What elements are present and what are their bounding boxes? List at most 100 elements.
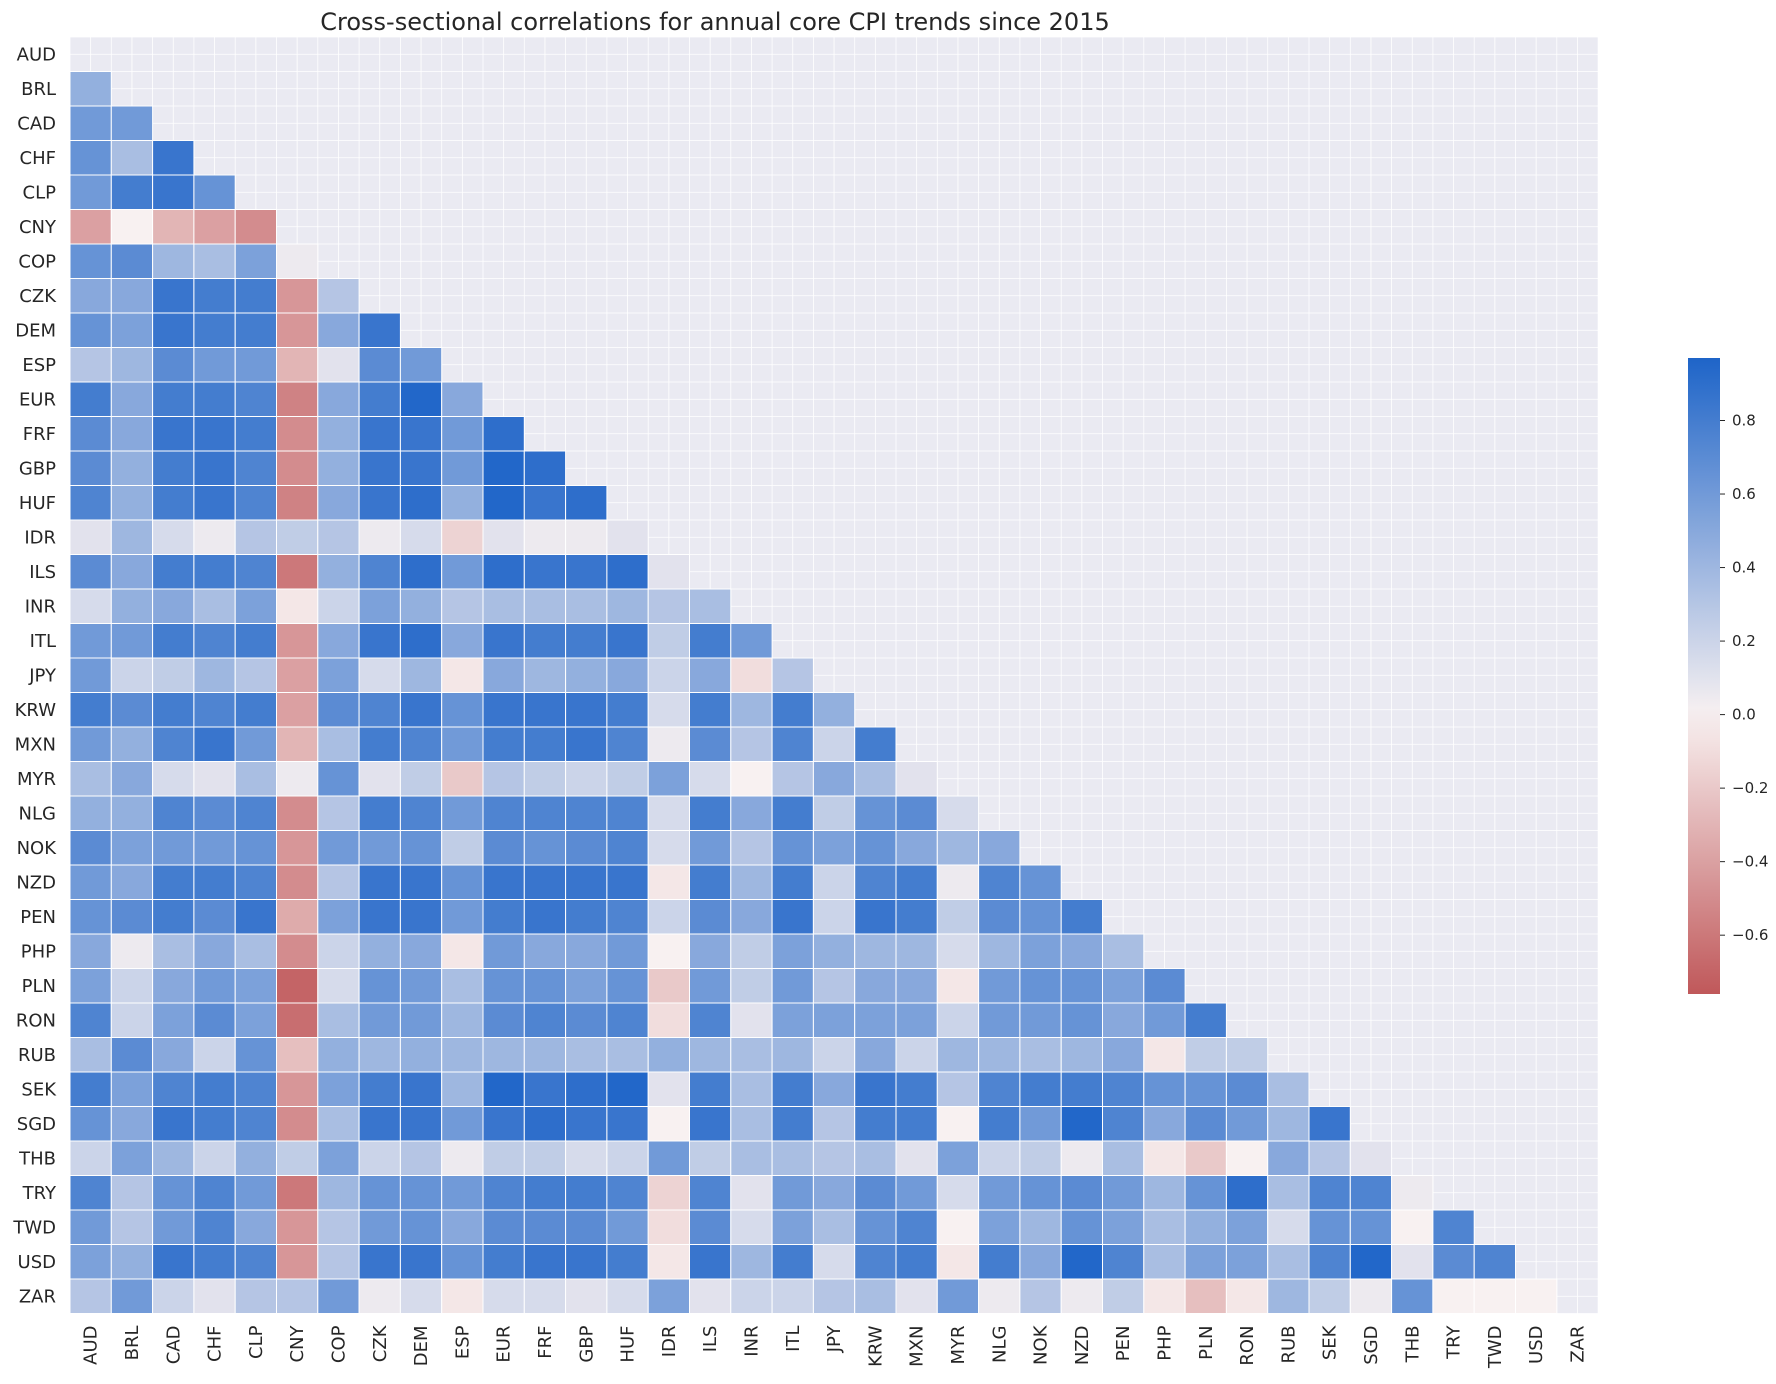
heatmap-cell-clp-brl xyxy=(110,174,154,210)
heatmap-cell-ils-dem xyxy=(399,554,443,590)
heatmap-cell-nok-aud xyxy=(69,830,112,866)
heatmap-cell-sgd-cop xyxy=(317,1106,360,1142)
heatmap-cell-dem-aud xyxy=(69,312,112,348)
heatmap-cell-inr-frf xyxy=(523,588,567,624)
heatmap-cell-ils-cny xyxy=(276,554,319,590)
heatmap-cell-czk-cop xyxy=(317,278,360,314)
column-label-chf: CHF xyxy=(205,1326,226,1362)
heatmap-cell-nzd-idr xyxy=(647,864,691,900)
heatmap-cell-thb-nlg xyxy=(978,1140,1021,1176)
heatmap-cell-pln-myr xyxy=(936,968,980,1004)
heatmap-cell-myr-idr xyxy=(647,761,691,797)
heatmap-cell-usd-rub xyxy=(1267,1244,1310,1280)
heatmap-cell-pen-gbp xyxy=(565,899,608,935)
heatmap-cell-twd-pen xyxy=(1102,1209,1145,1245)
heatmap-cell-huf-cny xyxy=(276,485,319,521)
plot-area xyxy=(69,36,1599,1314)
heatmap-cell-inr-brl xyxy=(110,588,154,624)
heatmap-cell-pen-brl xyxy=(110,899,154,935)
heatmap-cell-try-aud xyxy=(69,1175,112,1211)
heatmap-cell-cny-brl xyxy=(110,209,154,245)
column-label-php: PHP xyxy=(1154,1325,1175,1360)
heatmap-cell-nok-frf xyxy=(523,830,567,866)
heatmap-cell-sek-cny xyxy=(276,1071,319,1107)
heatmap-cell-zar-nlg xyxy=(978,1278,1021,1314)
heatmap-cell-dem-cop xyxy=(317,312,360,348)
column-label-try: TRY xyxy=(1444,1325,1465,1360)
heatmap-cell-zar-ils xyxy=(689,1278,732,1314)
heatmap-cell-itl-idr xyxy=(647,623,691,659)
heatmap-cell-zar-chf xyxy=(193,1278,236,1314)
heatmap-cell-pen-czk xyxy=(358,899,401,935)
heatmap-cell-nlg-aud xyxy=(69,795,112,831)
heatmap-cell-usd-krw xyxy=(854,1244,897,1280)
heatmap-cell-nzd-itl xyxy=(771,864,814,900)
heatmap-cell-myr-mxn xyxy=(895,761,938,797)
heatmap-cell-pen-eur xyxy=(482,899,525,935)
heatmap-cell-pen-cny xyxy=(276,899,319,935)
heatmap-cell-try-pln xyxy=(1184,1175,1227,1211)
heatmap-cell-rub-gbp xyxy=(565,1037,608,1073)
heatmap-cell-thb-ron xyxy=(1225,1140,1269,1176)
heatmap-cell-try-czk xyxy=(358,1175,401,1211)
column-label-brl: BRL xyxy=(122,1326,143,1361)
heatmap-cell-usd-clp xyxy=(234,1244,277,1280)
heatmap-cell-mxn-brl xyxy=(110,726,154,762)
heatmap-cell-twd-ron xyxy=(1225,1209,1269,1245)
heatmap-cell-jpy-huf xyxy=(606,657,649,693)
column-labels: AUD BRL CAD CHF CLP CNY COP CZK DEM ESP EUR FRF GBP H… xyxy=(81,1324,1589,1369)
heatmap-cell-eur-clp xyxy=(234,381,277,417)
heatmap-cell-sgd-inr xyxy=(730,1106,773,1142)
row-label-aud: AUD xyxy=(17,44,56,65)
heatmap-cell-nzd-huf xyxy=(606,864,649,900)
heatmap-cell-thb-jpy xyxy=(812,1140,856,1176)
heatmap-cell-try-sgd xyxy=(1349,1175,1393,1211)
heatmap-cell-sek-dem xyxy=(399,1071,443,1107)
heatmap-cell-itl-esp xyxy=(441,623,484,659)
heatmap-cell-dem-brl xyxy=(110,312,154,348)
heatmap-cell-php-brl xyxy=(110,933,154,969)
heatmap-cell-rub-czk xyxy=(358,1037,401,1073)
heatmap-cell-nok-inr xyxy=(730,830,773,866)
heatmap-cell-dem-chf xyxy=(193,312,236,348)
heatmap-cell-chf-brl xyxy=(110,140,154,176)
heatmap-cell-zar-ron xyxy=(1225,1278,1269,1314)
heatmap-cell-usd-ils xyxy=(689,1244,732,1280)
heatmap-cell-mxn-krw xyxy=(854,726,897,762)
heatmap-cell-sgd-chf xyxy=(193,1106,236,1142)
heatmap-cell-try-itl xyxy=(771,1175,814,1211)
row-label-cad: CAD xyxy=(17,113,56,134)
heatmap-cell-pen-nok xyxy=(1019,899,1062,935)
heatmap-cell-usd-itl xyxy=(771,1244,814,1280)
heatmap-cell-chf-cad xyxy=(152,140,195,176)
heatmap-cell-dem-cad xyxy=(152,312,195,348)
heatmap-cell-sek-nok xyxy=(1019,1071,1062,1107)
heatmap-cell-ron-pen xyxy=(1102,1002,1145,1038)
heatmap-cell-esp-dem xyxy=(399,347,443,383)
heatmap-cell-usd-pln xyxy=(1184,1244,1227,1280)
heatmap-cell-nzd-myr xyxy=(936,864,980,900)
heatmap-cell-nok-mxn xyxy=(895,830,938,866)
heatmap-cell-sek-pen xyxy=(1102,1071,1145,1107)
row-label-sgd: SGD xyxy=(17,1114,56,1135)
heatmap-cell-pen-mxn xyxy=(895,899,938,935)
heatmap-cell-jpy-frf xyxy=(523,657,567,693)
heatmap-cell-sgd-jpy xyxy=(812,1106,856,1142)
heatmap-cell-czk-cny xyxy=(276,278,319,314)
heatmap-cell-nlg-esp xyxy=(441,795,484,831)
heatmap-cell-pen-inr xyxy=(730,899,773,935)
heatmap-cell-itl-eur xyxy=(482,623,525,659)
heatmap-cell-php-cad xyxy=(152,933,195,969)
heatmap-cell-twd-aud xyxy=(69,1209,112,1245)
heatmap-cell-rub-clp xyxy=(234,1037,277,1073)
heatmap-cell-inr-eur xyxy=(482,588,525,624)
heatmap-cell-nlg-cad xyxy=(152,795,195,831)
heatmap-cell-usd-cop xyxy=(317,1244,360,1280)
heatmap-cell-sek-idr xyxy=(647,1071,691,1107)
heatmap-cell-pen-frf xyxy=(523,899,567,935)
row-label-clp: CLP xyxy=(23,182,57,203)
heatmap-cell-ils-clp xyxy=(234,554,277,590)
heatmap-cell-myr-cad xyxy=(152,761,195,797)
heatmap-cell-myr-eur xyxy=(482,761,525,797)
heatmap-cell-usd-mxn xyxy=(895,1244,938,1280)
